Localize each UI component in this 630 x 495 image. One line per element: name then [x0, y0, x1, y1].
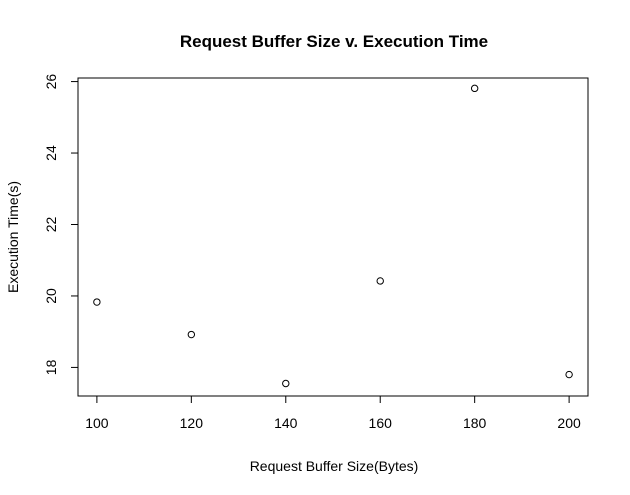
x-tick-label: 100	[85, 415, 109, 431]
x-tick-label: 180	[463, 415, 487, 431]
data-point	[565, 370, 573, 379]
y-tick-label: 18	[43, 359, 59, 375]
data-point	[376, 277, 384, 285]
y-tick-label: 22	[43, 216, 59, 232]
y-tick-label: 20	[43, 288, 59, 304]
data-point	[187, 330, 196, 339]
data-point	[470, 84, 479, 93]
y-axis: 18 20 22 24 26	[43, 74, 79, 375]
x-axis: 100 120 140 160 180 200	[85, 395, 581, 431]
data-point	[282, 379, 290, 388]
x-tick-label: 140	[274, 415, 298, 431]
x-tick-label: 200	[557, 415, 581, 431]
x-tick-label: 160	[369, 415, 393, 431]
x-axis-label: Request Buffer Size(Bytes)	[250, 458, 419, 474]
chart-title: Request Buffer Size v. Execution Time	[180, 32, 488, 51]
data-points	[93, 84, 573, 388]
x-tick-label: 120	[180, 415, 204, 431]
y-tick-label: 26	[43, 74, 59, 90]
data-point	[93, 298, 101, 306]
plot-frame	[77, 77, 589, 397]
y-axis-label: Execution Time(s)	[5, 181, 21, 293]
y-tick-label: 24	[43, 145, 59, 161]
